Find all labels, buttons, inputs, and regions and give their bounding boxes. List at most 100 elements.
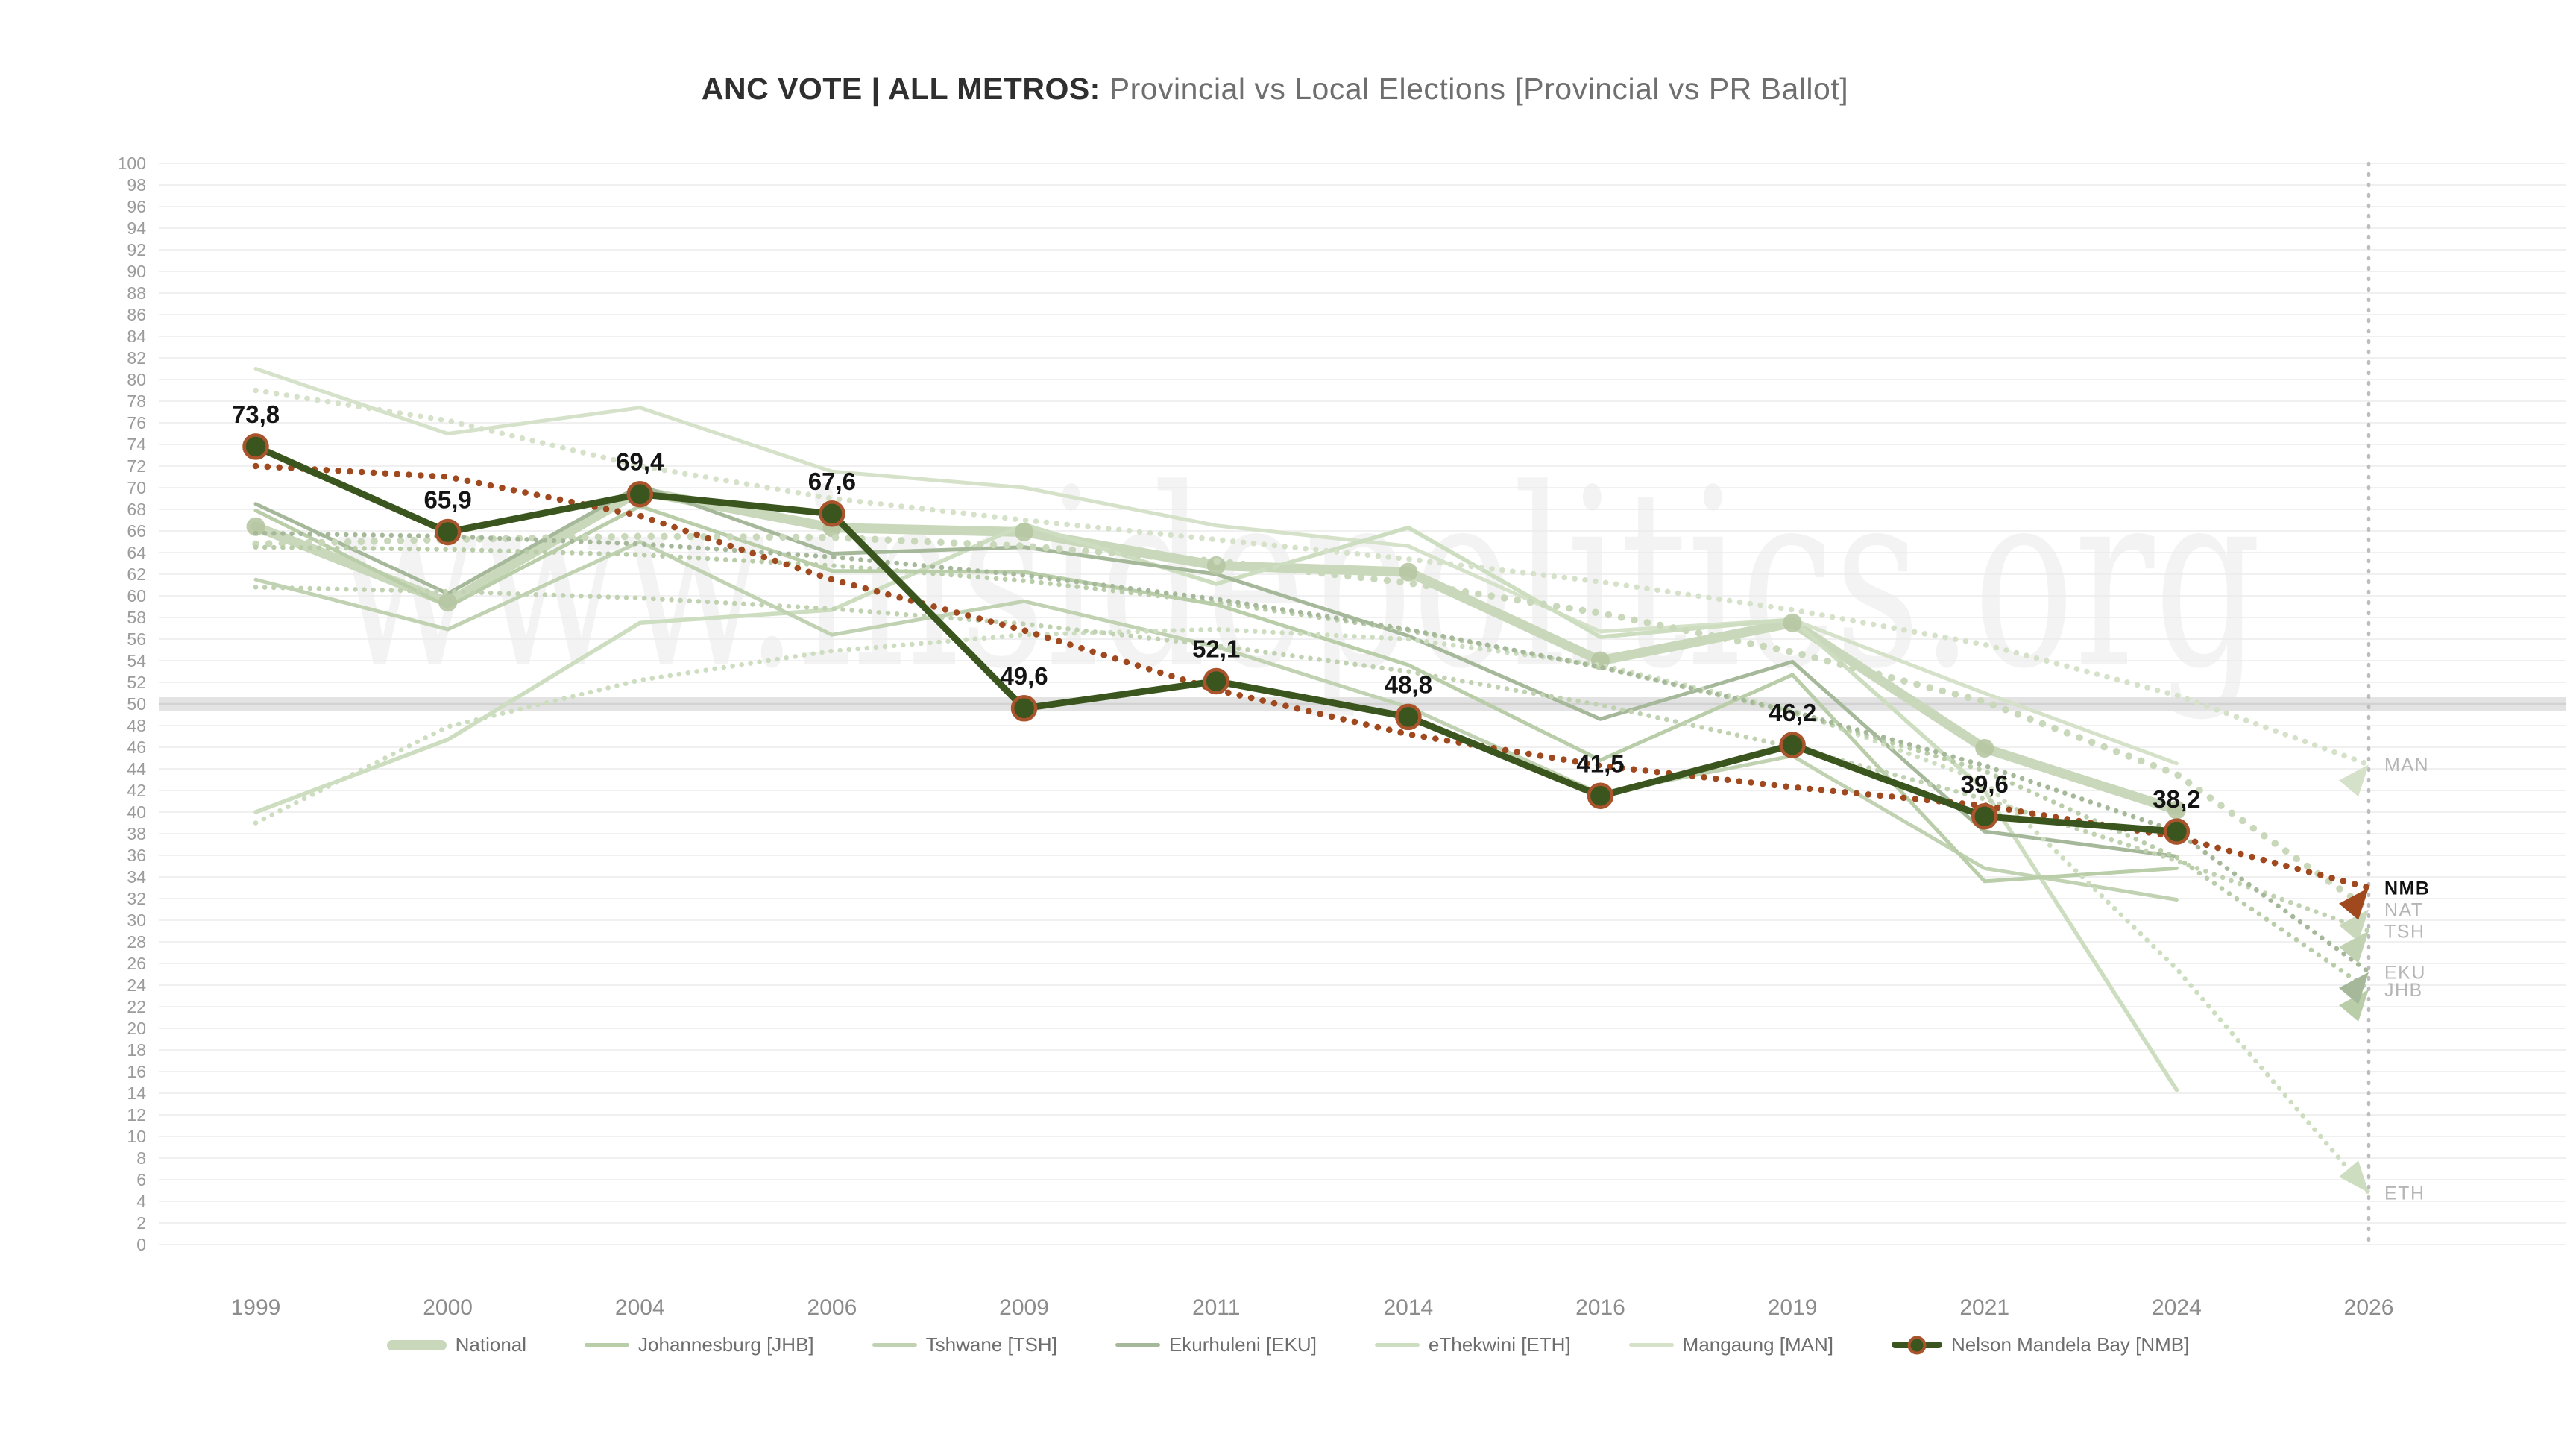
y-axis-label-44: 44	[127, 759, 146, 779]
y-axis-label-66: 66	[127, 521, 146, 541]
y-axis-label-24: 24	[127, 975, 146, 995]
legend-label-NAT: National	[455, 1333, 527, 1356]
data-label-NMB-2021: 39,6	[1961, 770, 2009, 798]
y-axis-label-6: 6	[136, 1170, 146, 1189]
series-marker-NAT-2019	[1783, 613, 1802, 632]
data-label-NMB-1999: 73,8	[232, 400, 280, 428]
x-axis-label-2011: 2011	[1192, 1295, 1241, 1320]
y-axis-label-30: 30	[127, 911, 146, 930]
legend-item-NMB[interactable]: Nelson Mandela Bay [NMB]	[1891, 1333, 2189, 1356]
series-marker-NAT-2021	[1975, 738, 1994, 758]
data-label-NMB-2006: 67,6	[808, 468, 856, 495]
y-axis-label-56: 56	[127, 629, 146, 649]
projection-label-NMB: NMB	[2384, 878, 2430, 899]
data-label-NMB-2014: 48,8	[1385, 670, 1432, 698]
data-label-NMB-2019: 46,2	[1769, 699, 1816, 726]
y-axis-label-22: 22	[127, 997, 146, 1016]
y-axis-label-84: 84	[127, 327, 146, 346]
trend-line-ETH	[253, 626, 2372, 1195]
projection-label-MAN: MAN	[2384, 755, 2429, 776]
series-marker-NAT-2009	[1015, 522, 1034, 541]
x-axis-label-2004: 2004	[615, 1295, 665, 1320]
series-line-MAN	[253, 367, 2179, 766]
trend-line-MAN	[253, 387, 2372, 767]
y-axis-label-50: 50	[127, 694, 146, 714]
data-label-NMB-2000: 65,9	[424, 485, 472, 513]
y-axis-label-98: 98	[127, 175, 146, 195]
x-axis-label-2021: 2021	[1959, 1295, 2009, 1320]
y-axis-label-82: 82	[127, 348, 146, 368]
legend-swatch-ETH	[1374, 1343, 1420, 1347]
series-marker-NAT-2011	[1206, 556, 1226, 575]
series-marker-NMB-2024	[2163, 818, 2191, 845]
trend-arrow-EKU	[2339, 972, 2369, 1004]
projection-label-TSH: TSH	[2384, 922, 2425, 943]
legend-swatch-EKU	[1115, 1343, 1160, 1347]
trend-line-NAT	[252, 532, 2372, 913]
y-axis-label-34: 34	[127, 867, 146, 887]
page-title-main: ANC VOTE | ALL METROS:	[701, 72, 1100, 106]
chart-legend: National Johannesburg [JHB] Tshwane [TSH] E…	[0, 1333, 2576, 1356]
projection-label-NAT: NAT	[2384, 900, 2424, 921]
y-axis-label-96: 96	[127, 197, 146, 216]
x-axis-label-2026: 2026	[2344, 1295, 2394, 1320]
series-line-ETH	[253, 522, 2179, 1092]
series-marker-NMB-2011	[1203, 667, 1229, 695]
data-label-NMB-2004: 69,4	[616, 448, 664, 476]
x-axis-label-2019: 2019	[1768, 1295, 1818, 1320]
legend-item-ETH[interactable]: eThekwini [ETH]	[1374, 1333, 1571, 1356]
series-marker-NAT-2000	[438, 593, 458, 612]
y-axis-label-94: 94	[127, 218, 146, 238]
series-marker-NMB-1999	[242, 433, 269, 460]
y-axis-label-90: 90	[127, 262, 146, 281]
legend-swatch-marker-NMB	[1907, 1336, 1927, 1354]
legend-item-TSH[interactable]: Tshwane [TSH]	[872, 1333, 1057, 1356]
y-axis-label-40: 40	[127, 802, 146, 822]
y-axis-label-46: 46	[127, 738, 146, 757]
legend-item-EKU[interactable]: Ekurhuleni [EKU]	[1115, 1333, 1317, 1356]
trend-line-EKU	[253, 530, 2372, 975]
x-axis-label-2016: 2016	[1575, 1295, 1625, 1320]
series-marker-NMB-2019	[1779, 732, 1806, 758]
projection-label-EKU: EKU	[2384, 963, 2426, 984]
legend-label-JHB: Johannesburg [JHB]	[638, 1333, 814, 1356]
trend-arrow-TSH	[2339, 931, 2369, 963]
trend-arrow-ETH	[2339, 1160, 2369, 1193]
series-marker-NMB-2004	[626, 480, 654, 508]
y-axis-label-76: 76	[127, 413, 146, 433]
y-axis-label-10: 10	[127, 1127, 146, 1146]
y-axis-label-58: 58	[127, 608, 146, 627]
y-axis-label-20: 20	[127, 1019, 146, 1038]
y-axis-label-92: 92	[127, 240, 146, 260]
y-axis-label-70: 70	[127, 478, 146, 497]
legend-swatch-JHB	[585, 1343, 630, 1347]
data-label-NMB-2024: 38,2	[2153, 785, 2200, 813]
data-label-NMB-2009: 49,6	[1000, 662, 1048, 690]
x-axis-label-2006: 2006	[807, 1295, 857, 1320]
legend-swatch-TSH	[872, 1343, 917, 1347]
legend-label-EKU: Ekurhuleni [EKU]	[1168, 1333, 1317, 1356]
trend-arrow-NMB	[2339, 887, 2369, 920]
y-axis-label-80: 80	[127, 370, 146, 389]
y-axis-label-48: 48	[127, 716, 146, 735]
series-marker-NMB-2009	[1010, 695, 1038, 722]
y-axis-label-78: 78	[127, 391, 146, 411]
series-marker-NMB-2014	[1395, 703, 1422, 731]
series-marker-NMB-2000	[434, 518, 462, 546]
trend-line-JHB	[253, 544, 2372, 993]
trend-line-TSH	[253, 585, 2372, 934]
legend-item-MAN[interactable]: Mangaung [MAN]	[1628, 1333, 1833, 1356]
y-axis-label-52: 52	[127, 673, 146, 692]
series-marker-NMB-2006	[819, 500, 845, 527]
y-axis-label-100: 100	[118, 154, 146, 173]
y-axis-label-16: 16	[127, 1062, 146, 1081]
x-axis-label-2024: 2024	[2152, 1295, 2202, 1320]
data-label-NMB-2016: 41,5	[1576, 749, 1624, 777]
y-axis-label-26: 26	[127, 954, 146, 973]
legend-item-NAT[interactable]: National	[386, 1333, 527, 1356]
y-axis-label-14: 14	[127, 1084, 146, 1103]
legend-item-JHB[interactable]: Johannesburg [JHB]	[585, 1333, 814, 1356]
y-axis-label-60: 60	[127, 586, 146, 606]
y-axis-label-38: 38	[127, 824, 146, 843]
